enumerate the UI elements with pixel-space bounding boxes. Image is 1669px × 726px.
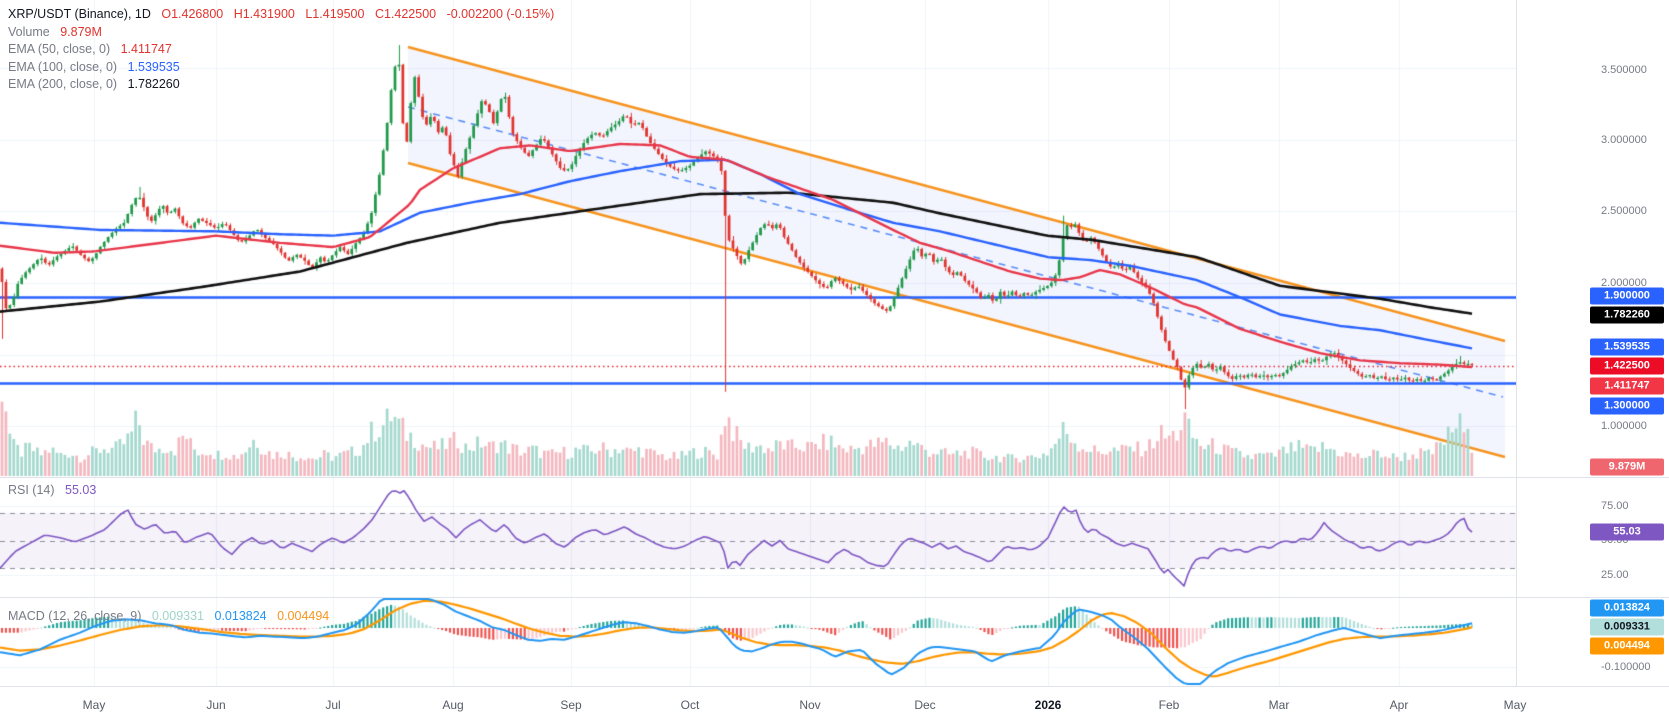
ema50-legend-row[interactable]: EMA (50, close, 0) 1.411747 [8,41,554,59]
chart-legend: XRP/USDT (Binance), 1D O1.426800 H1.4319… [8,6,554,94]
price-badge: 0.009331 [1590,618,1664,636]
ema200-value: 1.782260 [127,77,180,91]
volume-label: Volume [8,24,50,39]
time-axis-label: Mar [1268,698,1290,712]
price-axis-tick: 3.000000 [1601,134,1647,146]
ema50-label: EMA (50, close, 0) [8,42,111,56]
price-axis-tick: 2.000000 [1601,277,1647,289]
time-axis-label: Dec [914,698,936,712]
time-axis-label: Jun [206,698,226,712]
price-badge: 55.03 [1590,523,1664,541]
symbol-title: XRP/USDT (Binance), 1D [8,7,151,21]
time-axis-label: Jul [325,698,341,712]
price-axis-tick: 2.500000 [1601,205,1647,217]
pane-separator-rsi-macd[interactable] [0,597,1669,598]
price-badge: 1.539535 [1590,338,1664,356]
ema100-value: 1.539535 [127,59,180,74]
macd-signal-value: 0.004494 [277,609,330,623]
change-value: -0.002200 (-0.15%) [446,7,555,21]
symbol-legend-row[interactable]: XRP/USDT (Binance), 1D O1.426800 H1.4319… [8,6,554,24]
price-badge: 0.013824 [1590,599,1664,617]
time-axis-label: Apr [1389,698,1409,712]
time-axis-label: 2026 [1034,698,1062,712]
rsi-legend[interactable]: RSI (14) 55.03 [8,482,96,500]
time-axis-label: Nov [799,698,821,712]
price-badge: 1.782260 [1590,306,1664,324]
pane-separator-price-rsi[interactable] [0,477,1669,478]
price-axis[interactable]: 3.500000 3.000000 2.500000 2.000000 1.000000… [1516,0,1669,686]
ema100-label: EMA (100, close, 0) [8,59,118,74]
volume-legend-row[interactable]: Volume 9.879M [8,24,554,42]
time-axis-label: May [82,698,106,712]
price-badge: 1.900000 [1590,287,1664,305]
ema100-legend-row[interactable]: EMA (100, close, 0) 1.539535 [8,59,554,77]
time-axis-label: Oct [680,698,700,712]
macd-hist-value: 0.009331 [151,609,205,623]
ema50-value: 1.411747 [120,42,172,56]
price-badge: 1.300000 [1590,397,1664,415]
macd-label: MACD (12, 26, close, 9) [8,609,142,623]
rsi-label: RSI (14) [8,483,55,497]
ema200-legend-row[interactable]: EMA (200, close, 0) 1.782260 [8,76,554,94]
price-badge: 9.879M [1590,458,1664,476]
open-value: O1.426800 [161,7,224,21]
price-axis-tick: 1.000000 [1601,420,1647,432]
time-axis-label: Aug [442,698,464,712]
time-axis-label: Feb [1158,698,1180,712]
macd-line-value: 0.013824 [214,609,267,623]
macd-legend[interactable]: MACD (12, 26, close, 9) 0.009331 0.01382… [8,608,329,626]
price-axis-tick: 75.00 [1601,500,1629,512]
close-value: C1.422500 [374,7,437,21]
price-badge: 0.004494 [1590,637,1664,655]
price-axis-tick: -0.100000 [1601,661,1651,673]
low-value: L1.419500 [305,7,365,21]
time-axis-label: Sep [560,698,582,712]
time-axis-label: May [1503,698,1527,712]
high-value: H1.431900 [233,7,295,21]
price-axis-tick: 3.500000 [1601,64,1647,76]
time-axis[interactable]: May Jun Jul Aug Sep Oct Nov Dec 2026 Feb Mar Apr May [0,686,1669,726]
price-axis-tick: 25.00 [1601,569,1629,581]
volume-value: 9.879M [60,24,102,39]
rsi-value: 55.03 [65,483,97,497]
price-badge: 1.411747 [1590,377,1664,395]
price-badge: 1.422500 [1590,357,1664,375]
ema200-label: EMA (200, close, 0) [8,77,118,91]
